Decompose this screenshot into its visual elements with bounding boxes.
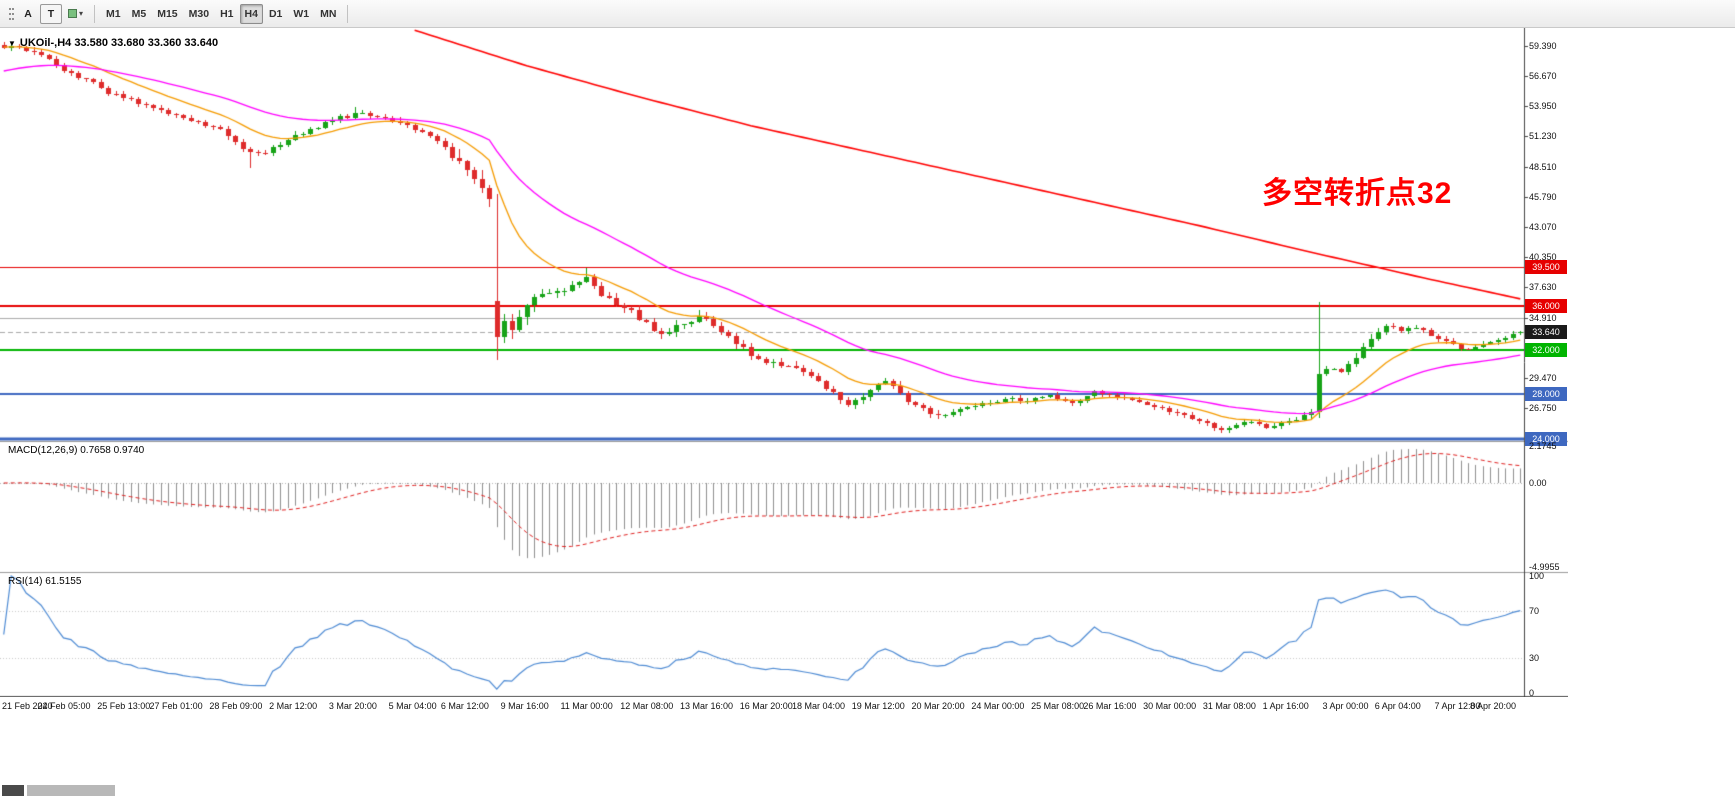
time-axis-label: 11 Mar 00:00: [560, 701, 613, 711]
shape-icon: [68, 9, 77, 18]
shapes-dropdown-button[interactable]: ▾: [63, 4, 88, 24]
time-axis[interactable]: 21 Feb 2020 24 Feb 05:00 25 Feb 13:00 27 Fe…: [0, 697, 1568, 718]
chart-area: ▼ UKOil-,H4 33.580 33.680 33.360 33.640 …: [0, 28, 1568, 718]
time-axis-label: 25 Feb 13:00: [97, 701, 151, 711]
label-tool-button[interactable]: T: [40, 3, 62, 24]
time-axis-label: 9 Mar 16:00: [500, 701, 549, 711]
caret-down-icon: ▾: [79, 9, 84, 18]
time-axis-label: 12 Mar 08:00: [620, 701, 674, 711]
time-axis-label: 5 Mar 04:00: [388, 701, 437, 711]
timeframe-button-h1[interactable]: H1: [215, 4, 238, 24]
time-axis-label: 25 Mar 08:00: [1031, 701, 1085, 711]
time-axis-label: 7 Apr 12:00: [1434, 701, 1481, 711]
macd-indicator-label: MACD(12,26,9) 0.7658 0.9740: [8, 445, 145, 456]
timeframe-button-m15[interactable]: M15: [152, 4, 182, 24]
symbol-ohlc-text: UKOil-,H4 33.580 33.680 33.360 33.640: [19, 37, 219, 49]
timeframe-button-w1[interactable]: W1: [288, 4, 314, 24]
time-axis-label: 26 Mar 16:00: [1083, 701, 1137, 711]
toolbar-drag-handle[interactable]: [4, 3, 16, 25]
time-axis-label: 3 Apr 00:00: [1322, 701, 1369, 711]
panel-divider-macd[interactable]: [0, 439, 1568, 443]
time-axis-label: 6 Mar 12:00: [440, 701, 489, 711]
time-axis-label: 19 Mar 12:00: [851, 701, 905, 711]
bottom-left-artifact-light: [27, 785, 115, 796]
chart-canvas[interactable]: [0, 28, 1568, 697]
panel-divider-rsi[interactable]: [0, 570, 1568, 574]
time-axis-label: 16 Mar 20:00: [739, 701, 793, 711]
bottom-left-artifact-dark: [2, 785, 24, 796]
time-axis-label: 30 Mar 00:00: [1143, 701, 1197, 711]
toolbar-separator: [347, 4, 349, 23]
timeframe-button-m5[interactable]: M5: [127, 4, 152, 24]
time-axis-label: 20 Mar 20:00: [911, 701, 965, 711]
symbol-header: ▼ UKOil-,H4 33.580 33.680 33.360 33.640: [8, 37, 218, 49]
timeframe-button-m1[interactable]: M1: [101, 4, 126, 24]
toolbar: A T ▾ M1 M5 M15 M30 H1 H4 D1 W1 MN: [0, 0, 1735, 28]
time-axis-label: 6 Apr 04:00: [1374, 701, 1421, 711]
time-axis-label: 8 Apr 20:00: [1470, 701, 1517, 711]
time-axis-label: 24 Mar 00:00: [971, 701, 1025, 711]
text-tool-button[interactable]: A: [17, 4, 39, 24]
time-axis-label: 24 Feb 05:00: [37, 701, 91, 711]
timeframe-button-h4[interactable]: H4: [239, 3, 263, 24]
time-axis-label: 2 Mar 12:00: [269, 701, 318, 711]
time-axis-label: 18 Mar 04:00: [792, 701, 846, 711]
time-axis-label: 21 Feb 2020: [2, 701, 53, 711]
time-axis-label: 31 Mar 08:00: [1202, 701, 1256, 711]
rsi-indicator-label: RSI(14) 61.5155: [8, 576, 82, 587]
time-axis-label: 13 Mar 16:00: [679, 701, 734, 711]
chart-annotation-text: 多空转折点32: [1262, 177, 1453, 210]
timeframe-group: M1 M5 M15 M30 H1 H4 D1 W1 MN: [101, 3, 341, 24]
timeframe-button-d1[interactable]: D1: [264, 4, 287, 24]
time-axis-label: 3 Mar 20:00: [328, 701, 377, 711]
time-axis-label: 27 Feb 01:00: [149, 701, 203, 711]
time-axis-label: 1 Apr 16:00: [1262, 701, 1309, 711]
timeframe-button-mn[interactable]: MN: [315, 4, 341, 24]
collapse-arrow-icon[interactable]: ▼: [8, 38, 16, 48]
toolbar-separator: [94, 4, 96, 23]
time-axis-label: 28 Feb 09:00: [209, 701, 263, 711]
timeframe-button-m30[interactable]: M30: [184, 4, 214, 24]
drag-handle-dots-icon: [9, 12, 11, 15]
